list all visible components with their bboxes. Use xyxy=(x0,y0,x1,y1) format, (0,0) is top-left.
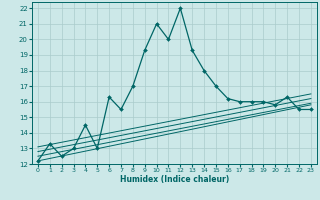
X-axis label: Humidex (Indice chaleur): Humidex (Indice chaleur) xyxy=(120,175,229,184)
